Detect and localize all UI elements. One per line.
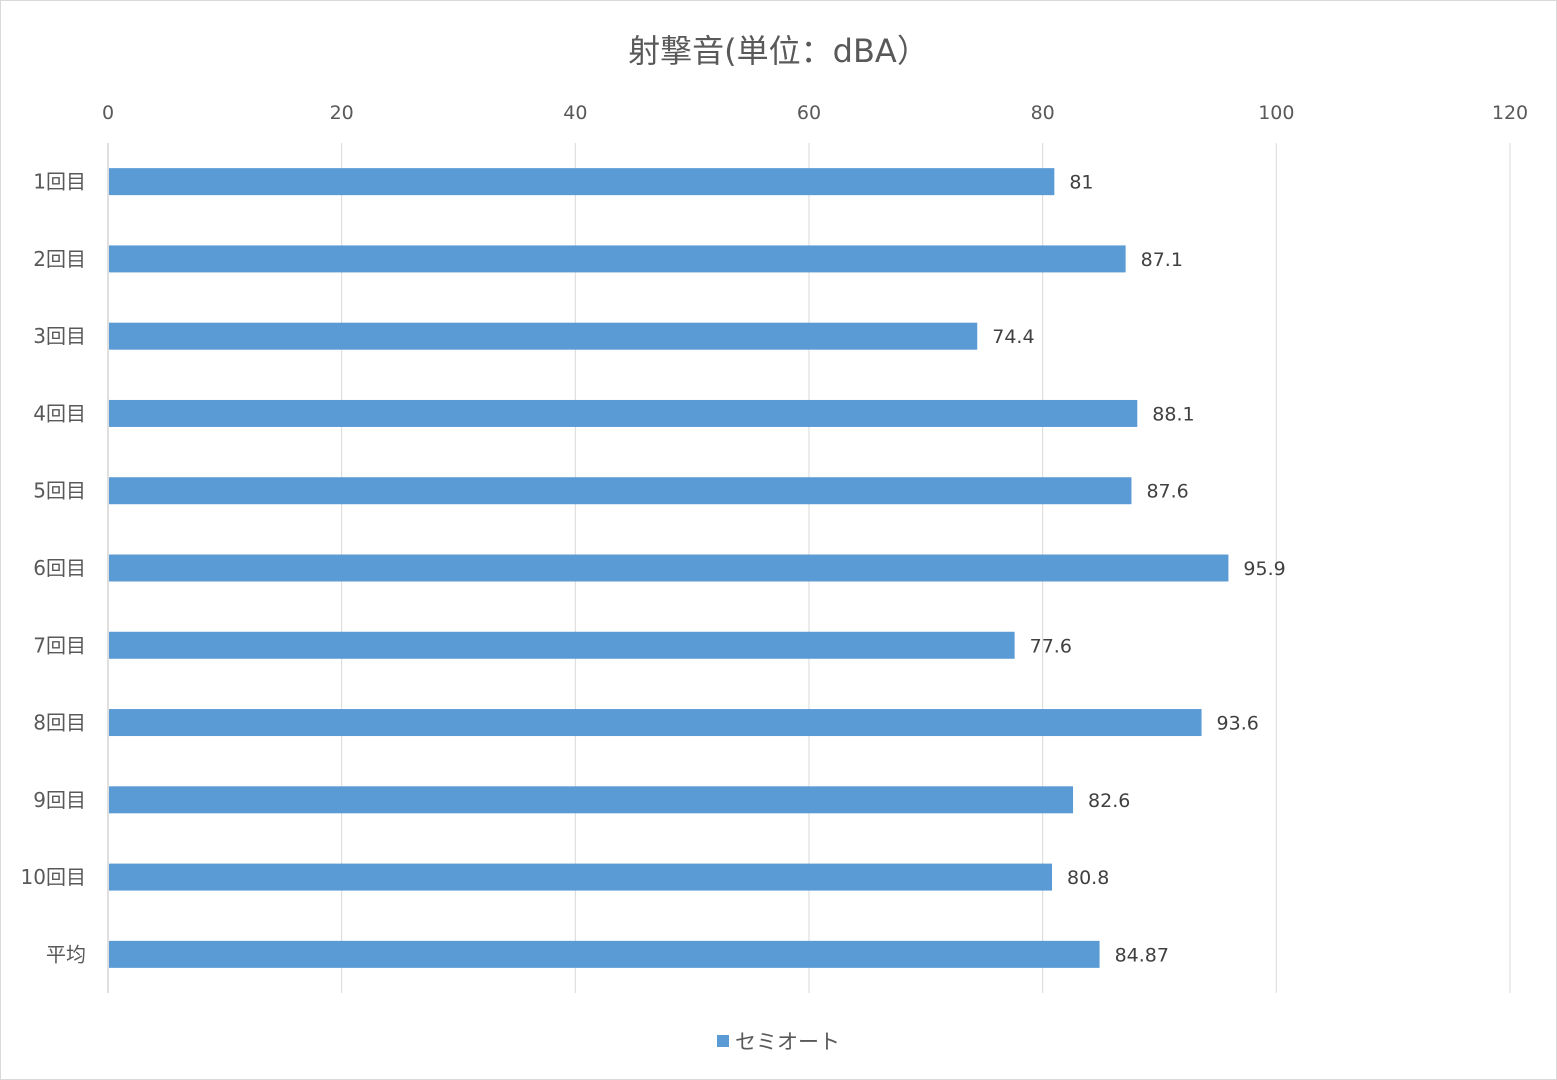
bar-4: [109, 399, 1138, 427]
category-label: 7回目: [33, 633, 86, 657]
data-label: 77.6: [1030, 635, 1072, 657]
bar-8: [109, 709, 1202, 737]
bar-9: [109, 786, 1074, 814]
legend: セミオート: [0, 1026, 1557, 1056]
category-label: 1回目: [33, 170, 86, 194]
category-label: 4回目: [33, 401, 86, 425]
bar-5: [109, 477, 1132, 505]
bar-1: [109, 168, 1055, 196]
data-labels: 81 87.1 74.4 88.1 87.6 95.9 77.6 93.6 82.6 80.8 84…: [992, 172, 1286, 967]
category-label: 6回目: [33, 556, 86, 580]
data-label: 87.1: [1141, 249, 1183, 271]
chart-title: 射撃音(単位：dBA）: [628, 32, 929, 70]
legend-swatch: [717, 1035, 729, 1047]
x-tick-label: 120: [1492, 102, 1528, 124]
x-tick-label: 40: [563, 102, 587, 124]
bars: [109, 168, 1229, 968]
category-label: 3回目: [33, 324, 86, 348]
bar-2: [109, 245, 1126, 273]
bar-7: [109, 631, 1015, 659]
x-tick-label: 60: [797, 102, 821, 124]
data-label: 95.9: [1243, 558, 1285, 580]
legend-label: セミオート: [735, 1030, 840, 1054]
category-label: 8回目: [33, 711, 86, 735]
category-label: 5回目: [33, 479, 86, 503]
x-tick-label: 0: [102, 102, 114, 124]
data-label: 74.4: [992, 326, 1034, 348]
data-label: 87.6: [1146, 481, 1188, 503]
x-tick-label: 20: [330, 102, 354, 124]
x-tick-label: 80: [1031, 102, 1055, 124]
category-label: 平均: [46, 942, 86, 966]
bar-11: [109, 940, 1100, 968]
bar-6: [109, 554, 1229, 582]
x-tick-label: 100: [1258, 102, 1294, 124]
data-label: 80.8: [1067, 867, 1109, 889]
bar-3: [109, 322, 978, 350]
data-label: 93.6: [1217, 713, 1259, 735]
data-label: 82.6: [1088, 790, 1130, 812]
x-axis-ticks: 0 20 40 60 80 100 120: [102, 102, 1528, 124]
category-label: 10回目: [21, 865, 86, 889]
data-label: 88.1: [1152, 403, 1194, 425]
data-label: 81: [1069, 172, 1093, 194]
category-label: 2回目: [33, 247, 86, 271]
category-label: 9回目: [33, 788, 86, 812]
bar-10: [109, 863, 1053, 891]
data-label: 84.87: [1115, 944, 1169, 966]
